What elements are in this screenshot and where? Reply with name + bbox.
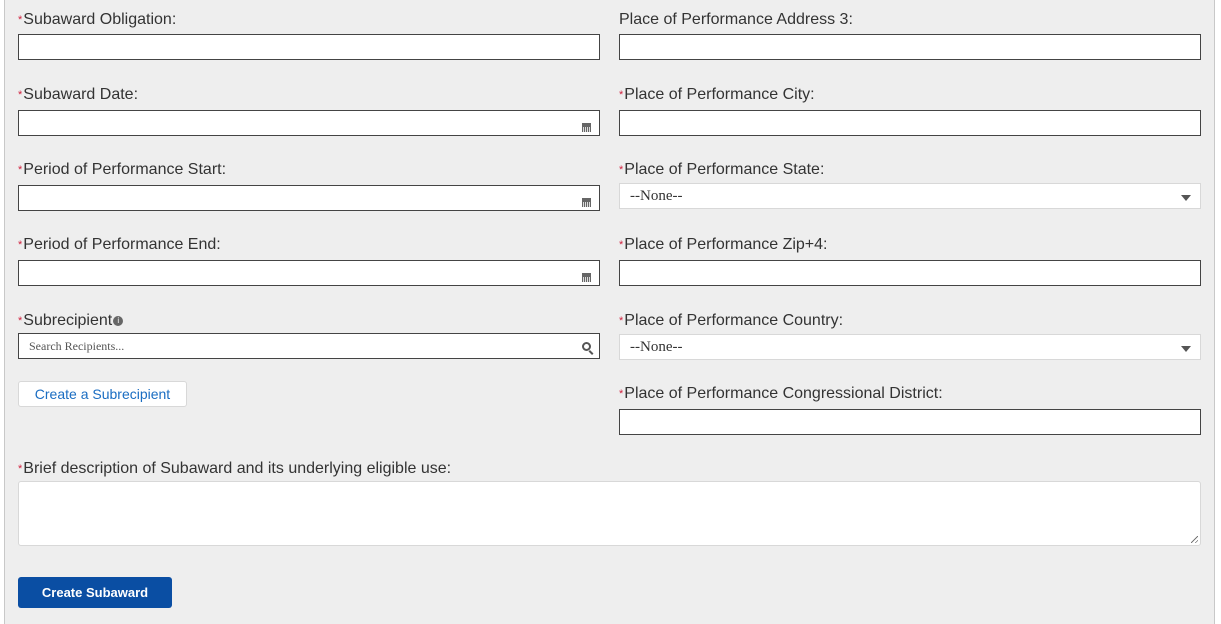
info-icon[interactable]: i xyxy=(113,315,124,326)
resize-handle-icon[interactable] xyxy=(1191,536,1198,543)
pop-end-label: *Period of Performance End: xyxy=(18,236,221,253)
description-textarea[interactable] xyxy=(18,481,1201,546)
subaward-date-label: *Subaward Date: xyxy=(18,86,139,103)
create-subrecipient-button[interactable]: Create a Subrecipient xyxy=(18,381,187,407)
pop-start-label: *Period of Performance Start: xyxy=(18,161,227,178)
search-placeholder: Search Recipients... xyxy=(29,339,125,353)
zip-input[interactable] xyxy=(619,260,1201,286)
pop-start-input[interactable] xyxy=(18,185,600,211)
subaward-obligation-label: *Subaward Obligation: xyxy=(18,11,177,28)
subrecipient-label: *Subrecipient i xyxy=(18,311,124,331)
district-input[interactable] xyxy=(619,409,1201,435)
state-select[interactable]: --None-- xyxy=(619,183,1201,209)
calendar-icon[interactable] xyxy=(582,123,591,132)
district-label: *Place of Performance Congressional Dist… xyxy=(619,385,943,402)
state-label: *Place of Performance State: xyxy=(619,161,825,178)
country-select[interactable]: --None-- xyxy=(619,334,1201,360)
search-icon[interactable] xyxy=(582,342,591,351)
zip-label: *Place of Performance Zip+4: xyxy=(619,236,828,253)
pop-end-input[interactable] xyxy=(18,260,600,286)
chevron-down-icon xyxy=(1181,346,1191,352)
subrecipient-search-input[interactable]: Search Recipients... xyxy=(18,333,600,359)
calendar-icon[interactable] xyxy=(582,273,591,282)
city-label: *Place of Performance City: xyxy=(619,86,815,103)
subaward-obligation-input[interactable] xyxy=(18,34,600,60)
chevron-down-icon xyxy=(1181,195,1191,201)
create-subaward-button[interactable]: Create Subaward xyxy=(18,577,172,608)
address3-label: Place of Performance Address 3: xyxy=(619,11,853,28)
subaward-date-input[interactable] xyxy=(18,110,600,136)
address3-input[interactable] xyxy=(619,34,1201,60)
calendar-icon[interactable] xyxy=(582,198,591,207)
description-label: *Brief description of Subaward and its u… xyxy=(18,460,452,477)
country-label: *Place of Performance Country: xyxy=(619,312,844,329)
city-input[interactable] xyxy=(619,110,1201,136)
